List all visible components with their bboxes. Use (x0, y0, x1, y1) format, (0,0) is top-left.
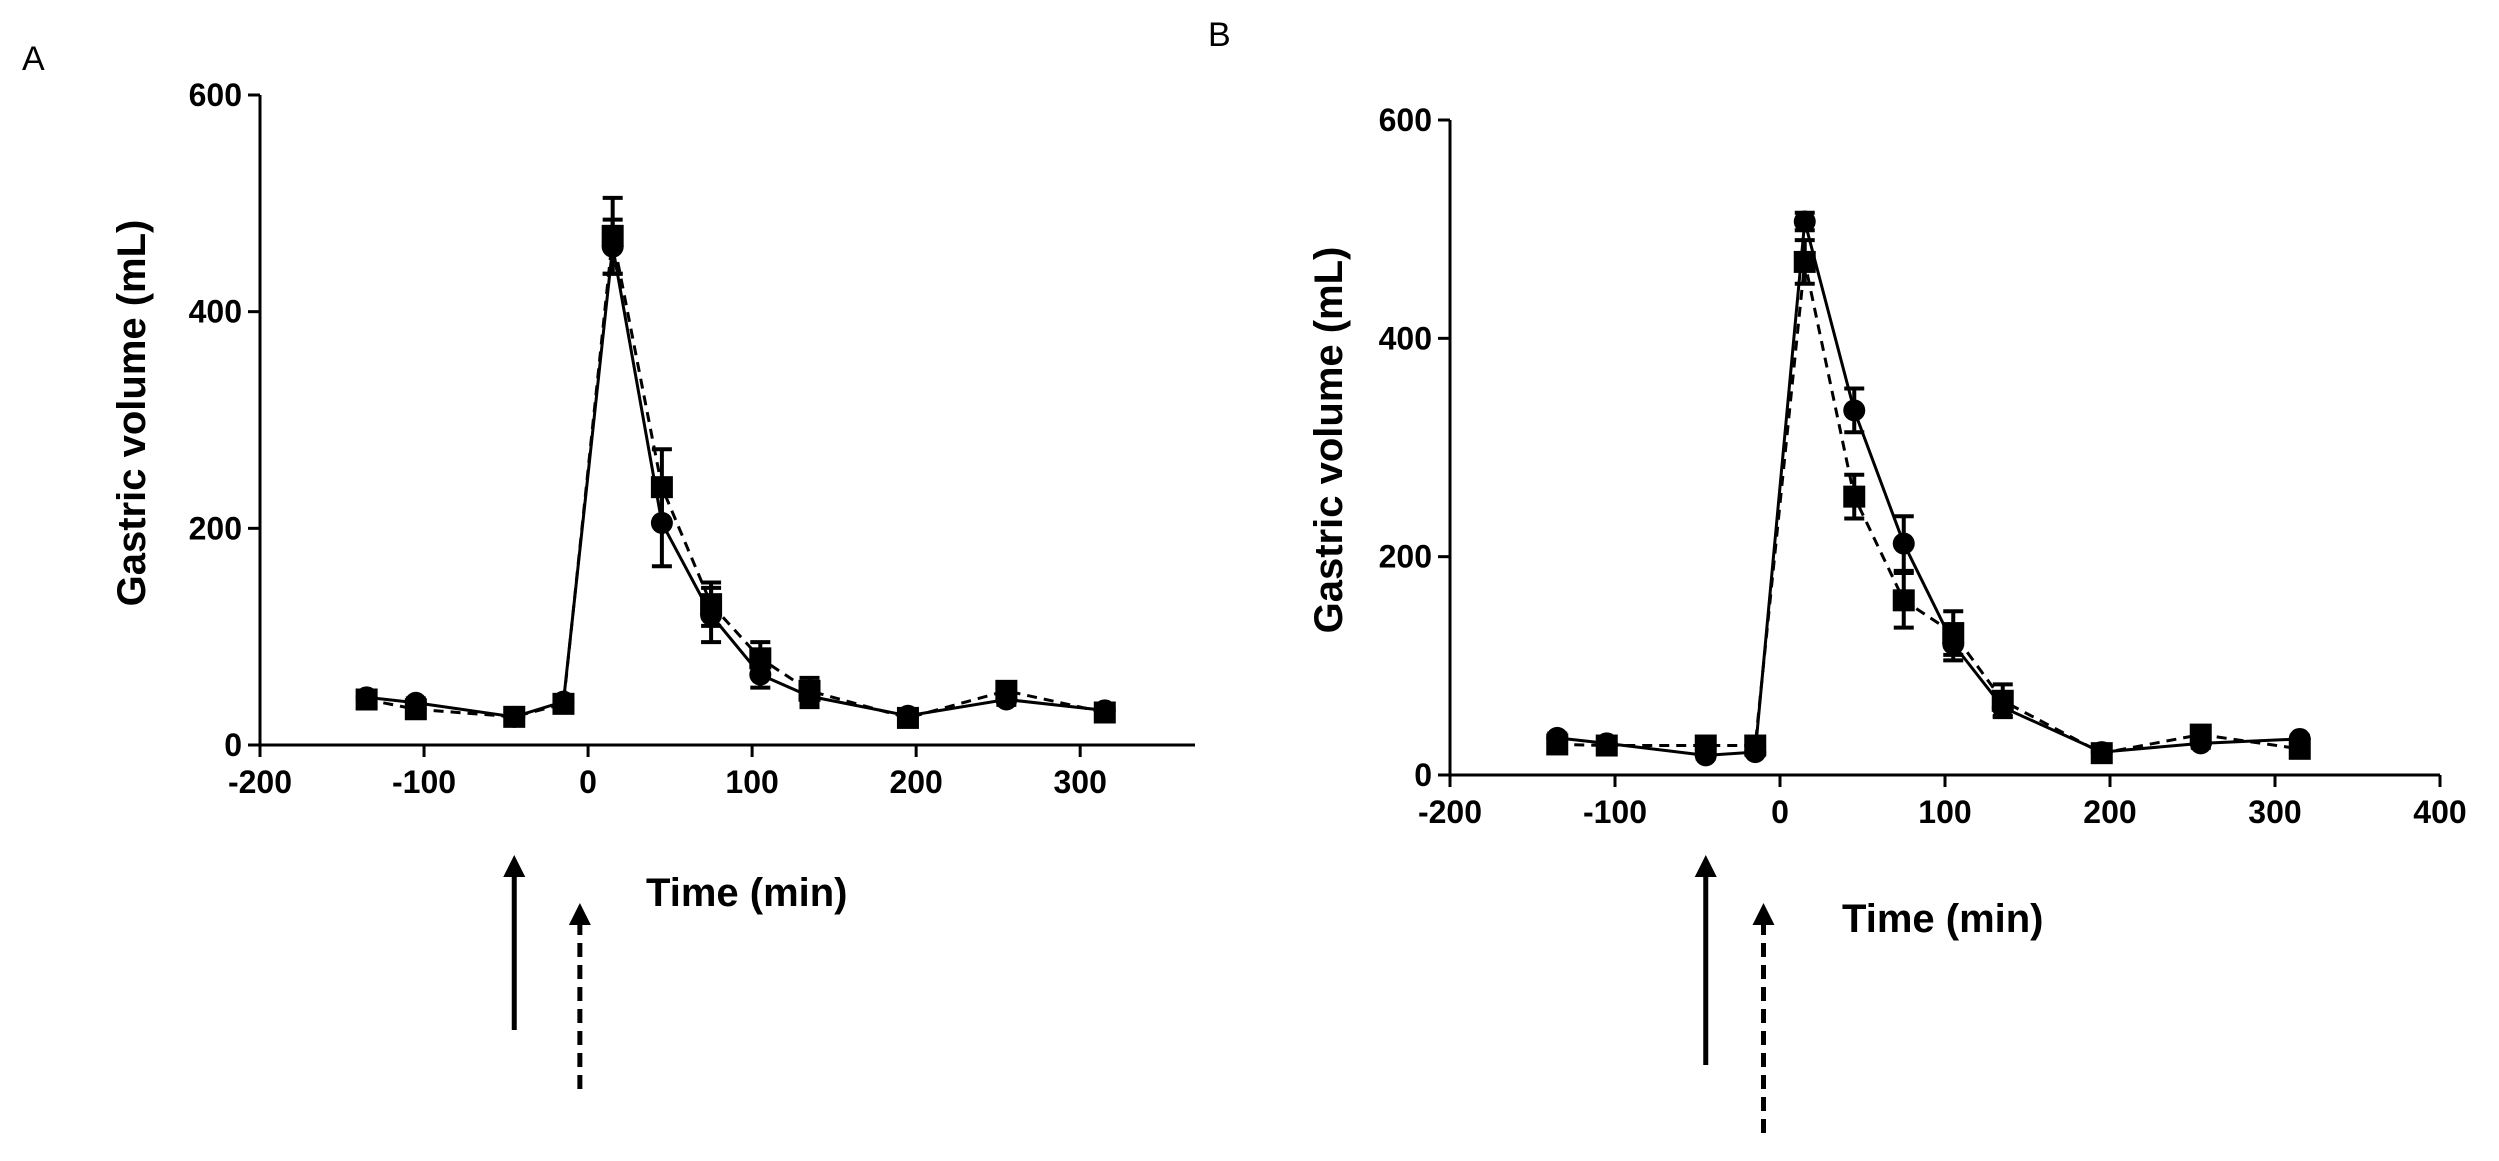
chart-b-x-tick-label: 0 (1771, 794, 1789, 830)
chart-a-y-axis-title: Gastric volume (mL) (110, 220, 154, 607)
chart-b-series-solid-point (1942, 633, 1965, 655)
chart-a-series-solid-point (798, 685, 821, 708)
chart-a: 0 200 400 600 -200 -100 0 100 200 300 Gastric vol… (110, 77, 1195, 1090)
chart-b-x-tick-label: 200 (2083, 794, 2136, 830)
chart-b-series-solid-point (2090, 741, 2113, 764)
chart-a-y-tick-label: 0 (224, 727, 242, 763)
chart-a-y-tick-label: 400 (189, 294, 242, 330)
chart-a-series-dashed-point (749, 647, 772, 670)
chart-a-series-solid-point (650, 511, 673, 534)
chart-a-marks: 0 200 400 600 -200 -100 0 100 200 300 (189, 77, 1195, 1090)
chart-b: 0 200 400 600 -200 -100 0 100 200 300 400 Gastric … (1307, 102, 2467, 1135)
chart-b-y-tick-label: 200 (1379, 539, 1432, 575)
chart-a-x-tick-label: 200 (889, 764, 942, 800)
chart-b-series-dashed-line (1557, 261, 2300, 755)
chart-a-y-tick-label: 200 (189, 510, 242, 546)
chart-b-y-tick-label: 600 (1379, 102, 1432, 138)
chart-b-series-dashed-point (1892, 589, 1915, 612)
chart-b-y-tick-label: 400 (1379, 320, 1432, 356)
panel-label-b: B (1208, 16, 1231, 54)
chart-b-y-tick-label: 0 (1414, 757, 1432, 793)
chart-b-y-axis-title: Gastric volume (mL) (1307, 247, 1351, 634)
chart-a-series-solid-point (552, 690, 575, 713)
chart-a-series-solid-line (366, 246, 1105, 719)
chart-b-series-solid-point (1843, 399, 1866, 422)
chart-b-series-solid-point (2288, 727, 2311, 750)
chart-a-x-tick-label: 0 (579, 764, 597, 800)
chart-b-series-solid-point (1744, 741, 1767, 764)
chart-b-x-tick-label: 100 (1918, 794, 1971, 830)
chart-a-x-tick-label: 300 (1053, 764, 1106, 800)
chart-a-x-tick-label: 100 (725, 764, 778, 800)
chart-b-x-tick-label: 400 (2413, 794, 2466, 830)
chart-b-series-solid-point (1793, 210, 1816, 233)
chart-b-series-solid-point (1991, 696, 2014, 719)
chart-a-x-tick-label: -100 (392, 764, 456, 800)
chart-a-x-tick-label: -200 (228, 764, 292, 800)
chart-a-series-solid-point (995, 688, 1018, 711)
chart-b-x-axis-title: Time (min) (1842, 897, 2044, 941)
chart-a-y-tick-label: 600 (189, 77, 242, 113)
chart-a-series-dashed-line (366, 235, 1106, 720)
chart-a-series-solid-point (749, 663, 772, 686)
chart-a-series-solid-point (355, 686, 378, 709)
chart-b-series-solid-point (2189, 732, 2212, 755)
chart-b-series-solid-point (1595, 732, 1618, 755)
chart-a-series-solid-point (700, 604, 723, 626)
chart-a-series-solid-point (896, 704, 919, 727)
panel-label-a: A (22, 40, 45, 78)
chart-b-arrow-dashed-head (1752, 903, 1775, 925)
chart-b-series-solid-line (1557, 221, 2300, 757)
chart-a-series-solid-point (601, 235, 624, 258)
chart-a-arrow-dashed-head (568, 903, 591, 925)
chart-b-x-tick-label: 300 (2248, 794, 2301, 830)
chart-b-marks: 0 200 400 600 -200 -100 0 100 200 300 400 (1379, 102, 2467, 1135)
chart-b-series-solid-point (1546, 726, 1569, 749)
chart-b-x-tick-label: -200 (1418, 794, 1482, 830)
chart-b-series-solid-point (1892, 532, 1915, 555)
chart-a-x-axis-title: Time (min) (646, 871, 848, 915)
chart-b-arrow-solid-head (1694, 855, 1717, 877)
chart-a-series-solid-point (404, 691, 427, 714)
chart-b-series-dashed-point (1843, 485, 1866, 508)
chart-b-x-tick-label: -100 (1583, 794, 1647, 830)
chart-a-arrow-solid-head (503, 855, 526, 877)
chart-a-series-solid-point (503, 705, 526, 728)
chart-b-series-solid-point (1694, 744, 1717, 767)
chart-a-series-solid-point (1093, 699, 1116, 722)
